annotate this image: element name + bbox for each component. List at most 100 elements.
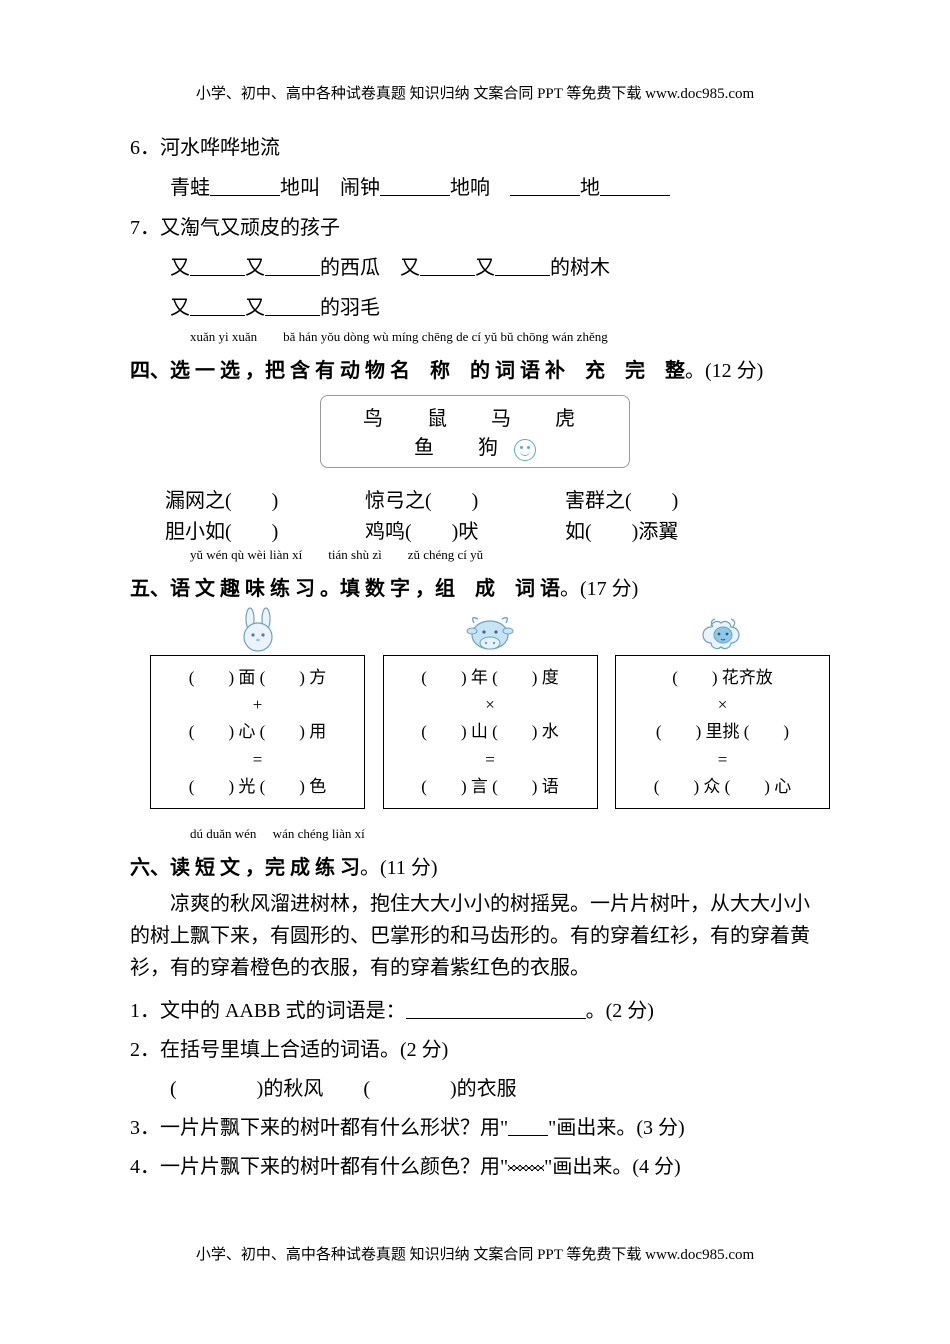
cow-icon — [383, 607, 598, 655]
q6-title: 6．河水哗哗地流 — [130, 130, 820, 166]
pr: ( ) 花齐放 — [620, 664, 825, 691]
blank — [510, 176, 580, 196]
blank — [406, 999, 586, 1019]
puzzle-col-3: ( ) 花齐放 × ( ) 里挑 ( ) = ( ) 众 ( ) 心 — [615, 607, 830, 809]
q1b: 。(2 分) — [586, 1000, 654, 1022]
q7-t3: 皮的孩子 — [260, 217, 340, 239]
underline-mark — [508, 1116, 548, 1136]
op: + — [155, 691, 360, 718]
idiom: 漏网之( ) — [165, 484, 365, 513]
puzzle-box-2: ( ) 年 ( ) 度 × ( ) 山 ( ) 水 = ( ) 言 ( ) 语 — [383, 655, 598, 809]
t: 又 — [245, 297, 265, 319]
q6-p2b: 地响 — [450, 177, 490, 199]
q7-title: 7．又淘气又顽皮的孩子 — [130, 210, 820, 246]
idiom: 惊弓之( ) — [365, 484, 565, 513]
sec6-title: 读 短 文 ，完 成 练 习 — [170, 857, 360, 879]
q2f2: ( )的衣服 — [363, 1078, 516, 1100]
q7-tao: 淘 — [180, 217, 200, 239]
op: × — [620, 691, 825, 718]
t: 的羽毛 — [320, 297, 380, 319]
idiom: 害群之( ) — [565, 484, 765, 513]
pr: ( ) 山 ( ) 水 — [388, 718, 593, 745]
rabbit-icon — [150, 607, 365, 655]
q7-row1: 又又的西瓜 又又的树木 — [170, 250, 820, 286]
q7-row2: 又 又 的羽毛 — [170, 290, 820, 326]
op: = — [155, 746, 360, 773]
sec5-heading: 五、语 文 趣 味 练 习 。填 数 字 ，组 成 词 语。(17 分) — [130, 572, 820, 601]
pr: ( ) 众 ( ) 心 — [620, 773, 825, 800]
t: 又 — [170, 257, 190, 279]
blank — [190, 296, 245, 316]
q3b: "画出来。(3 分) — [548, 1117, 684, 1139]
op: × — [388, 691, 593, 718]
q7-t2: 气又 — [200, 217, 240, 239]
sec5-label: 五、 — [130, 578, 170, 600]
q4a: 4．一片片飘下来的树叶都有什么颜色？用" — [130, 1156, 508, 1178]
page-header: 小学、初中、高中各种试卷真题 知识归纳 文案合同 PPT 等免费下载 www.d… — [0, 82, 950, 103]
sec6-q2-fills: ( )的秋风 ( )的衣服 — [170, 1072, 820, 1101]
blank — [420, 256, 475, 276]
op: = — [388, 746, 593, 773]
reading-passage: 凉爽的秋风溜进树林，抱住大大小小的树摇晃。一片片树叶，从大大小小的树上飘下来，有… — [130, 888, 820, 984]
q6-num: 6． — [130, 137, 160, 159]
puzzle-box-1: ( ) 面 ( ) 方 + ( ) 心 ( ) 用 = ( ) 光 ( ) 色 — [150, 655, 365, 809]
q7-t1: 又 — [160, 217, 180, 239]
q6-p1a: 青蛙 — [170, 177, 210, 199]
t: 的树木 — [550, 257, 610, 279]
sec6-pinyin: dú duǎn wén wán chéng liàn xí — [190, 827, 820, 841]
word-bank-text: 鸟 鼠 马 虎 鱼 狗 — [363, 408, 619, 459]
smiley-icon — [514, 439, 536, 461]
blank — [495, 256, 550, 276]
op: = — [620, 746, 825, 773]
sec4-label: 四、 — [130, 360, 170, 382]
sec4-row2: 胆小如( ) 鸡鸣( )吠 如( )添翼 — [165, 515, 820, 544]
idiom: 胆小如( ) — [165, 515, 365, 544]
sec5-title: 语 文 趣 味 练 习 。填 数 字 ，组 成 词 语 — [170, 578, 560, 600]
q3a: 3．一片片飘下来的树叶都有什么形状？用" — [130, 1117, 508, 1139]
q6-p3b: 地 — [580, 177, 600, 199]
puzzle-row: ( ) 面 ( ) 方 + ( ) 心 ( ) 用 = ( ) 光 ( ) 色 — [150, 607, 830, 809]
q6-text: 河水哗哗地流 — [160, 137, 280, 159]
q4b: "画出来。(4 分) — [544, 1156, 680, 1178]
pr: ( ) 面 ( ) 方 — [155, 664, 360, 691]
pr: ( ) 心 ( ) 用 — [155, 718, 360, 745]
pr: ( ) 言 ( ) 语 — [388, 773, 593, 800]
sec4-pts: 。(12 分) — [685, 360, 763, 382]
sec6-q4: 4．一片片飘下来的树叶都有什么颜色？用" "画出来。(4 分) — [130, 1150, 820, 1179]
q7-num: 7． — [130, 217, 160, 239]
sec5-pinyin: yǔ wén qù wèi liàn xí tián shù zì zǔ ché… — [190, 548, 820, 562]
blank — [600, 176, 670, 196]
t: 又 — [475, 257, 495, 279]
sheep-icon — [615, 607, 830, 655]
puzzle-col-2: ( ) 年 ( ) 度 × ( ) 山 ( ) 水 = ( ) 言 ( ) 语 — [383, 607, 598, 809]
pr: ( ) 年 ( ) 度 — [388, 664, 593, 691]
t: 又 — [400, 257, 420, 279]
sec5-pts: 。(17 分) — [560, 578, 638, 600]
sec6-q1: 1．文中的 AABB 式的词语是： 。(2 分) — [130, 994, 820, 1023]
sec6-heading: 六、读 短 文 ，完 成 练 习。(11 分) — [130, 851, 820, 880]
q6-fill-row: 青蛙 地叫 闹钟 地响 地 — [170, 170, 820, 206]
pr: ( ) 里挑 ( ) — [620, 718, 825, 745]
q6-p2a: 闹钟 — [340, 177, 380, 199]
t: 的西瓜 — [320, 257, 380, 279]
idiom: 如( )添翼 — [565, 515, 765, 544]
q6-p1b: 地叫 — [280, 177, 320, 199]
sec4-heading: 四、选 一 选 ，把 含 有 动 物 名 称 的 词 语 补 充 完 整。(12… — [130, 354, 820, 383]
page-footer: 小学、初中、高中各种试卷真题 知识归纳 文案合同 PPT 等免费下载 www.d… — [0, 1243, 950, 1264]
sec4-title: 选 一 选 ，把 含 有 动 物 名 称 的 词 语 补 充 完 整 — [170, 360, 685, 382]
t: 又 — [170, 297, 190, 319]
blank — [380, 176, 450, 196]
idiom: 鸡鸣( )吠 — [365, 515, 565, 544]
puzzle-box-3: ( ) 花齐放 × ( ) 里挑 ( ) = ( ) 众 ( ) 心 — [615, 655, 830, 809]
q1a: 1．文中的 AABB 式的词语是： — [130, 1000, 406, 1022]
sec6-q3: 3．一片片飘下来的树叶都有什么形状？用" "画出来。(3 分) — [130, 1111, 820, 1140]
blank — [265, 296, 320, 316]
word-bank: 鸟 鼠 马 虎 鱼 狗 — [320, 395, 630, 467]
pr: ( ) 光 ( ) 色 — [155, 773, 360, 800]
sec4-pinyin: xuǎn yi xuǎn bǎ hán yǒu dòng wù míng chē… — [190, 330, 820, 344]
sec6-pts: 。(11 分) — [360, 857, 438, 879]
blank — [190, 256, 245, 276]
sec6-label: 六、 — [130, 857, 170, 879]
document-body: 6．河水哗哗地流 青蛙地叫 闹钟地响 地 7．又淘气又顽皮的孩子 又又的西瓜 又… — [130, 130, 820, 1179]
puzzle-col-1: ( ) 面 ( ) 方 + ( ) 心 ( ) 用 = ( ) 光 ( ) 色 — [150, 607, 365, 809]
